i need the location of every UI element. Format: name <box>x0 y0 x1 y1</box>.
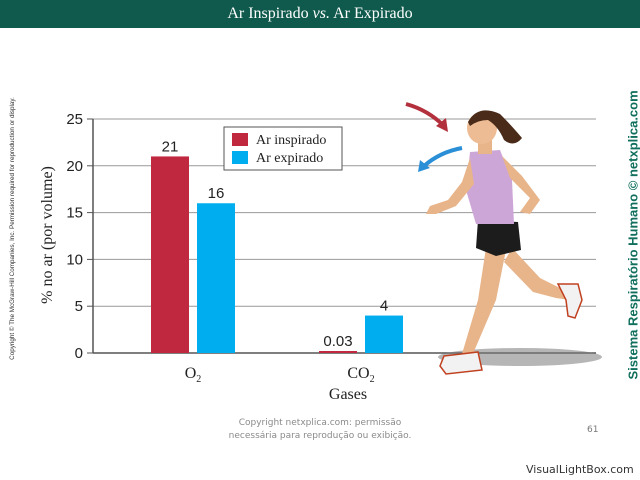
bar-expirado-1 <box>365 315 403 353</box>
title-bar: Ar Inspirado vs. Ar Expirado <box>0 0 640 28</box>
legend-swatch-expirado <box>232 151 248 164</box>
y-tick-label-25: 25 <box>66 111 83 128</box>
category-label-subscript: 2 <box>196 374 201 385</box>
data-label-inspirado-0: 21 <box>162 138 179 155</box>
x-axis-title: Gases <box>329 386 367 403</box>
side-credit: Sistema Respiratório Humano © netxplica.… <box>625 90 640 380</box>
category-label-0: O2 <box>185 365 202 385</box>
runner-front-arm <box>426 158 474 214</box>
runner-front-leg <box>462 248 506 356</box>
category-label-1: CO2 <box>347 365 374 385</box>
legend-label-expirado: Ar expirado <box>256 151 323 166</box>
runner-illustration <box>405 102 602 375</box>
footer-line-1: Copyright netxplica.com: permissão <box>238 418 402 428</box>
y-tick-label-10: 10 <box>66 251 83 268</box>
data-label-expirado-0: 16 <box>208 185 225 202</box>
title-part-1: Ar Inspirado <box>227 5 313 22</box>
data-label-inspirado-1: 0.03 <box>323 333 352 350</box>
exhale-arrow <box>422 146 463 168</box>
bars <box>151 156 403 353</box>
category-label-base: CO <box>347 365 369 382</box>
exhale-arrowhead <box>418 160 430 172</box>
runner-back-leg <box>504 248 572 300</box>
legend-label-inspirado: Ar inspirado <box>256 133 326 148</box>
data-labels: 21 0.03 16 4 <box>162 138 389 350</box>
runner-back-arm <box>502 156 540 214</box>
watermark: VisualLightBox.com <box>526 463 634 476</box>
title-part-2: Ar Expirado <box>329 5 413 22</box>
page-number: 61 <box>587 425 599 435</box>
footer-copyright: Copyright netxplica.com: permissão neces… <box>200 417 440 443</box>
inhale-arrow <box>405 102 446 128</box>
category-labels: O2 CO2 <box>185 365 375 385</box>
y-tick-label-15: 15 <box>66 205 83 222</box>
legend-swatch-inspirado <box>232 133 248 146</box>
runner-back-shoe <box>556 283 583 319</box>
bar-expirado-0 <box>197 203 235 353</box>
y-tick-label-5: 5 <box>75 298 83 315</box>
runner-front-shoe <box>439 351 483 375</box>
category-label-subscript: 2 <box>370 374 375 385</box>
y-tick-labels: 0 5 10 15 20 25 <box>66 111 83 362</box>
y-tick-label-0: 0 <box>75 345 83 362</box>
data-label-expirado-1: 4 <box>380 298 388 315</box>
bar-inspirado-1 <box>319 351 357 353</box>
y-axis-title: % no ar (por volume) <box>39 166 56 304</box>
runner-tank-top <box>466 150 514 224</box>
runner-shorts <box>476 220 521 256</box>
category-label-base: O <box>185 365 197 382</box>
inhale-arrowhead <box>436 118 448 132</box>
bar-inspirado-0 <box>151 156 189 353</box>
y-tick-label-20: 20 <box>66 158 83 175</box>
title-vs: vs. <box>312 5 330 22</box>
footer-line-2: necessária para reprodução ou exibição. <box>228 431 412 441</box>
runner-hair <box>468 110 522 144</box>
legend: Ar inspirado Ar expirado <box>223 126 343 171</box>
